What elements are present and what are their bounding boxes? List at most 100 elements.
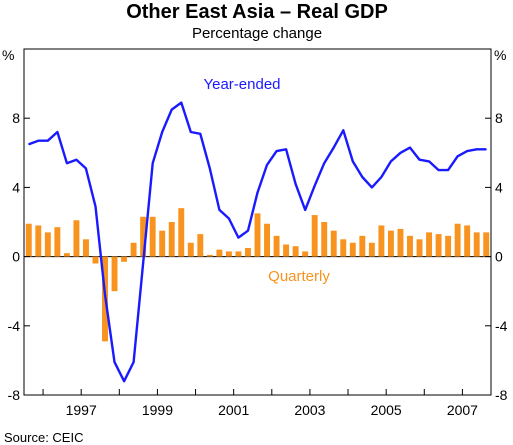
point-year-ended	[209, 167, 211, 169]
point-year-ended	[66, 162, 68, 164]
bar-quarterly	[130, 242, 137, 257]
bar-quarterly	[168, 222, 175, 257]
bar-quarterly	[483, 232, 490, 257]
point-year-ended	[104, 294, 106, 296]
series-label-quarterly: Quarterly	[268, 268, 330, 285]
bar-quarterly	[340, 239, 347, 257]
source-note: Source: CEIC	[4, 430, 83, 445]
point-year-ended	[171, 108, 173, 111]
point-year-ended	[199, 133, 201, 135]
point-year-ended	[361, 176, 363, 178]
point-year-ended	[28, 143, 30, 145]
bar-quarterly	[473, 232, 480, 257]
point-year-ended	[180, 102, 182, 104]
point-year-ended	[466, 150, 468, 152]
point-year-ended	[447, 169, 449, 171]
point-year-ended	[237, 236, 240, 239]
x-tick-label: 1999	[142, 402, 173, 418]
point-year-ended	[85, 167, 87, 169]
point-year-ended	[428, 160, 430, 163]
bar-quarterly	[273, 235, 280, 257]
right-unit-label: %	[494, 47, 506, 63]
point-year-ended	[485, 148, 487, 150]
y-tick-label-right: 0	[495, 249, 503, 265]
bar-quarterly	[92, 256, 99, 264]
bar-quarterly	[321, 222, 328, 257]
left-unit-label: %	[2, 47, 14, 63]
point-year-ended	[409, 147, 411, 149]
x-axis-ticks: 1997 1999 2001 2003 2005 2007	[42, 389, 478, 418]
point-year-ended	[476, 148, 478, 150]
point-year-ended	[47, 140, 49, 142]
point-year-ended	[399, 152, 402, 154]
bar-quarterly	[454, 223, 461, 257]
point-year-ended	[56, 131, 58, 133]
point-year-ended	[152, 162, 154, 164]
bar-quarterly	[292, 246, 299, 257]
point-year-ended	[75, 159, 78, 161]
bar-quarterly	[435, 234, 442, 257]
bar-quarterly	[54, 227, 61, 257]
bar-quarterly	[378, 225, 385, 257]
point-year-ended	[457, 155, 459, 157]
point-year-ended	[37, 140, 39, 142]
y-tick-label-left: -8	[8, 387, 21, 403]
point-year-ended	[342, 129, 344, 131]
point-year-ended	[94, 205, 97, 208]
point-year-ended	[285, 148, 287, 150]
point-year-ended	[266, 164, 268, 166]
y-tick-label-left: -4	[8, 318, 21, 334]
point-year-ended	[123, 380, 125, 382]
y-tick-label-right: 4	[495, 179, 503, 195]
bar-quarterly	[264, 223, 270, 257]
bar-quarterly	[464, 225, 471, 257]
bar-quarterly	[111, 256, 118, 292]
bar-quarterly	[330, 230, 337, 257]
y-tick-label-right: -8	[495, 387, 508, 403]
bar-quarterly	[283, 244, 290, 257]
point-year-ended	[304, 209, 306, 211]
series-label-year-ended: Year-ended	[203, 76, 280, 93]
bars-group	[25, 208, 490, 342]
y-tick-label-right: -4	[495, 318, 508, 334]
plot-frame	[23, 48, 492, 396]
x-tick-label: 2007	[447, 402, 478, 418]
bar-quarterly	[206, 254, 213, 257]
bar-quarterly	[407, 235, 413, 257]
point-year-ended	[228, 217, 230, 220]
point-year-ended	[314, 185, 316, 187]
x-tick-label: 2005	[371, 402, 402, 418]
bar-quarterly	[73, 220, 80, 257]
bar-quarterly	[159, 230, 166, 257]
bar-quarterly	[63, 253, 70, 257]
point-year-ended	[371, 186, 373, 188]
bar-quarterly	[187, 242, 194, 257]
point-year-ended	[142, 262, 144, 265]
point-year-ended	[295, 183, 297, 185]
bar-quarterly	[35, 225, 42, 257]
bar-quarterly	[445, 235, 452, 257]
x-tick-label: 1997	[66, 402, 97, 418]
y-tick-label-left: 4	[12, 179, 20, 195]
bar-quarterly	[149, 216, 156, 257]
bar-quarterly	[416, 239, 423, 257]
y-tick-label-right: 8	[495, 110, 503, 126]
chart-subtitle: Percentage change	[192, 25, 322, 42]
bar-quarterly	[44, 232, 51, 257]
bar-quarterly	[25, 223, 32, 257]
point-year-ended	[390, 160, 392, 163]
point-year-ended	[161, 131, 163, 133]
bar-quarterly	[121, 256, 128, 262]
point-year-ended	[323, 162, 325, 164]
point-year-ended	[333, 147, 335, 149]
point-year-ended	[256, 191, 259, 194]
bar-quarterly	[368, 242, 375, 257]
bar-quarterly	[311, 215, 318, 257]
bar-quarterly	[245, 247, 251, 257]
point-year-ended	[352, 160, 354, 163]
bar-quarterly	[178, 208, 185, 257]
bar-quarterly	[359, 235, 366, 257]
bar-quarterly	[302, 251, 309, 257]
bar-quarterly	[197, 234, 204, 257]
